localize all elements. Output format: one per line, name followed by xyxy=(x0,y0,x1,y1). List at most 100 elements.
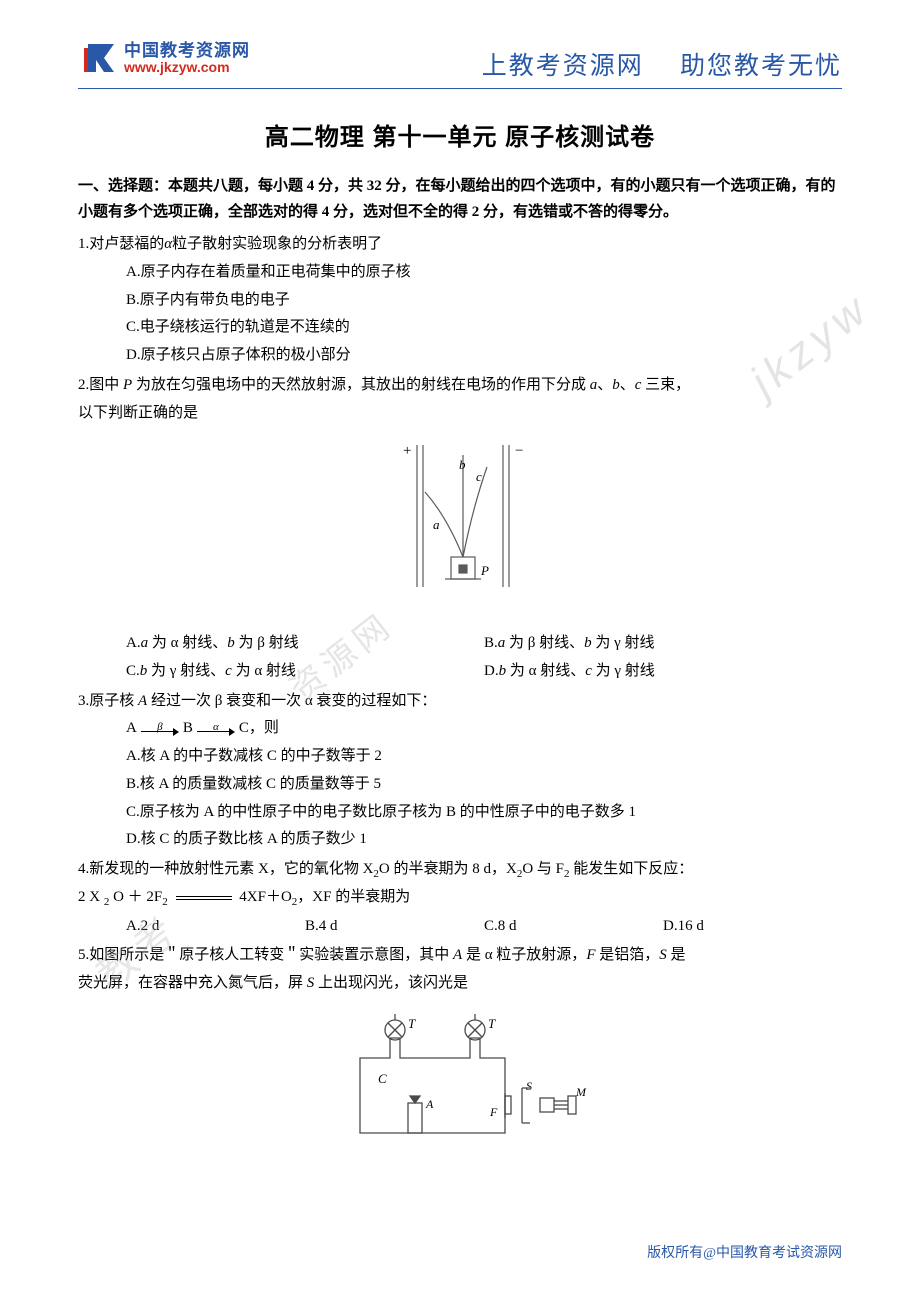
q2-optC: C.b 为 γ 射线、c 为 α 射线 xyxy=(126,658,484,686)
q4-eq: 2 X 2 O ＋ 2F2 4XF＋O2，XF 的半衰期为 xyxy=(78,884,842,912)
q4-l1c: O 与 F xyxy=(522,861,564,877)
q1-suffix: 粒子散射实验现象的分析表明了 xyxy=(172,236,382,252)
q3-alpha: α xyxy=(213,717,219,737)
q4-eql: 2 X xyxy=(78,889,104,905)
slogan-right: 助您教考无忧 xyxy=(680,53,842,80)
q2C-c: c xyxy=(225,663,232,679)
q4-optB: B.4 d xyxy=(305,913,484,941)
fig2-P: P xyxy=(480,563,489,578)
q2-a: a xyxy=(590,377,598,393)
q3-optA: A.核 A 的中子数减核 C 的中子数等于 2 xyxy=(126,743,842,771)
q2D-b: b xyxy=(499,663,507,679)
q2-optB: B.a 为 β 射线、b 为 γ 射线 xyxy=(484,630,842,658)
q4-es2: 2 xyxy=(162,896,168,908)
q2A-t2: 为 β 射线 xyxy=(235,635,299,651)
fig5-T1: T xyxy=(408,1016,416,1031)
q4-eqr: 4XF＋O xyxy=(239,889,292,905)
q3-seqA: A xyxy=(126,715,137,743)
question-2: 2.图中 P 为放在匀强电场中的天然放射源，其放出的射线在电场的作用下分成 a、… xyxy=(78,372,842,686)
q1-prefix: 1.对卢瑟福的 xyxy=(78,236,164,252)
q4-l1b: O 的半衰期为 8 d，X xyxy=(379,861,517,877)
q4-eqt: ，XF 的半衰期为 xyxy=(297,889,410,905)
figure-2: + − a b c P xyxy=(78,437,842,616)
header-slogan: 上教考资源网 助您教考无忧 xyxy=(482,46,842,82)
fig2-minus: − xyxy=(515,443,523,459)
q2D-c: c xyxy=(585,663,592,679)
figure-5: T T C A F S M xyxy=(78,1008,842,1159)
q2-options: A.a 为 α 射线、b 为 β 射线 B.a 为 β 射线、b 为 γ 射线 … xyxy=(78,630,842,686)
q2-b: b xyxy=(612,377,620,393)
q2A-pre: A. xyxy=(126,635,141,651)
q3-seqC: C，则 xyxy=(239,715,279,743)
q3-seq: A β B α C，则 xyxy=(78,715,842,743)
q3-optB: B.核 A 的质量数减核 C 的质量数等于 5 xyxy=(126,771,842,799)
page-header: 中国教考资源网 www.jkzyw.com 上教考资源网 助您教考无忧 xyxy=(78,38,842,89)
q5-l2b: 上出现闪光，该闪光是 xyxy=(314,975,468,991)
logo-icon xyxy=(78,38,118,78)
q5-l2a: 荧光屏，在容器中充入氮气后，屏 xyxy=(78,975,307,991)
q4-optC: C.8 d xyxy=(484,913,663,941)
logo-block: 中国教考资源网 www.jkzyw.com xyxy=(78,38,250,78)
fig5-A: A xyxy=(425,1097,434,1111)
q5-S: S xyxy=(659,947,667,963)
q2-l1c: 三束， xyxy=(641,377,690,393)
arrow-icon: β xyxy=(141,722,179,736)
q4-optA: A.2 d xyxy=(126,913,305,941)
q3-optD: D.核 C 的质子数比核 A 的质子数少 1 xyxy=(126,826,842,854)
q2A-a: a xyxy=(141,635,149,651)
fig2-c: c xyxy=(476,469,482,484)
question-1: 1.对卢瑟福的α粒子散射实验现象的分析表明了 A.原子内存在着质量和正电荷集中的… xyxy=(78,231,842,370)
logo-cn: 中国教考资源网 xyxy=(124,42,250,60)
q4-optD: D.16 d xyxy=(663,913,842,941)
fig2-plus: + xyxy=(403,443,411,459)
q2B-t2: 为 γ 射线 xyxy=(592,635,655,651)
q1-optD: D.原子核只占原子体积的极小部分 xyxy=(126,342,842,370)
q3-options: A.核 A 的中子数减核 C 的中子数等于 2 B.核 A 的质量数减核 C 的… xyxy=(78,743,842,854)
fig2-a: a xyxy=(433,517,440,532)
q3-line1: 3.原子核 A 经过一次 β 衰变和一次 α 衰变的过程如下： xyxy=(78,688,842,716)
q2-text: 2.图中 P 为放在匀强电场中的天然放射源，其放出的射线在电场的作用下分成 a、… xyxy=(78,372,842,400)
question-5: 5.如图所示是＂原子核人工转变＂实验装置示意图，其中 A 是 α 粒子放射源，F… xyxy=(78,942,842,1158)
slogan-left: 上教考资源网 xyxy=(482,53,644,80)
q2-optA: A.a 为 α 射线、b 为 β 射线 xyxy=(126,630,484,658)
instructions: 一、选择题：本题共八题，每小题 4 分，共 32 分，在每小题给出的四个选项中，… xyxy=(78,174,842,225)
q2C-pre: C. xyxy=(126,663,140,679)
q2-line2: 以下判断正确的是 xyxy=(78,400,842,428)
fig5-S: S xyxy=(526,1079,532,1093)
q2-l1b: 为放在匀强电场中的天然放射源，其放出的射线在电场的作用下分成 xyxy=(132,377,590,393)
q3-seqB: B xyxy=(183,715,193,743)
q2B-t: 为 β 射线、 xyxy=(505,635,584,651)
q2B-b: b xyxy=(584,635,592,651)
logo-url: www.jkzyw.com xyxy=(124,60,250,75)
q2B-pre: B. xyxy=(484,635,498,651)
q5-l1d: 是 xyxy=(667,947,686,963)
fig5-C: C xyxy=(378,1071,387,1086)
q4-eqm: O ＋ 2F xyxy=(109,889,162,905)
arrow-icon: α xyxy=(197,722,235,736)
q3-A: A xyxy=(138,693,147,709)
q3-beta: β xyxy=(157,717,162,737)
q1-optA: A.原子内存在着质量和正电荷集中的原子核 xyxy=(126,259,842,287)
q2A-b: b xyxy=(227,635,235,651)
logo-text: 中国教考资源网 www.jkzyw.com xyxy=(124,42,250,75)
q5-line1: 5.如图所示是＂原子核人工转变＂实验装置示意图，其中 A 是 α 粒子放射源，F… xyxy=(78,942,842,970)
q5-A: A xyxy=(453,947,462,963)
q2D-t: 为 α 射线、 xyxy=(506,663,585,679)
q2-P: P xyxy=(123,377,132,393)
q1-options: A.原子内存在着质量和正电荷集中的原子核 B.原子内有带负电的电子 C.电子绕核… xyxy=(78,259,842,370)
q2D-t2: 为 γ 射线 xyxy=(592,663,655,679)
reaction-arrow-icon xyxy=(176,896,232,900)
q2C-t2: 为 α 射线 xyxy=(232,663,296,679)
q4-l1d: 能发生如下反应： xyxy=(570,861,694,877)
fig5-T2: T xyxy=(488,1016,496,1031)
q3-l1a: 3.原子核 xyxy=(78,693,138,709)
q4-line1: 4.新发现的一种放射性元素 X，它的氧化物 X2O 的半衰期为 8 d，X2O … xyxy=(78,856,842,884)
q1-optC: C.电子绕核运行的轨道是不连续的 xyxy=(126,314,842,342)
alpha: α xyxy=(164,236,172,252)
q4-l1: 4.新发现的一种放射性元素 X，它的氧化物 X xyxy=(78,861,373,877)
q5-line2: 荧光屏，在容器中充入氮气后，屏 S 上出现闪光，该闪光是 xyxy=(78,970,842,998)
q2C-t: 为 γ 射线、 xyxy=(147,663,225,679)
q5-l1c: 是铝箔， xyxy=(595,947,659,963)
q2-l1a: 2.图中 xyxy=(78,377,123,393)
footer: 版权所有@中国教育考试资源网 xyxy=(647,1242,842,1262)
